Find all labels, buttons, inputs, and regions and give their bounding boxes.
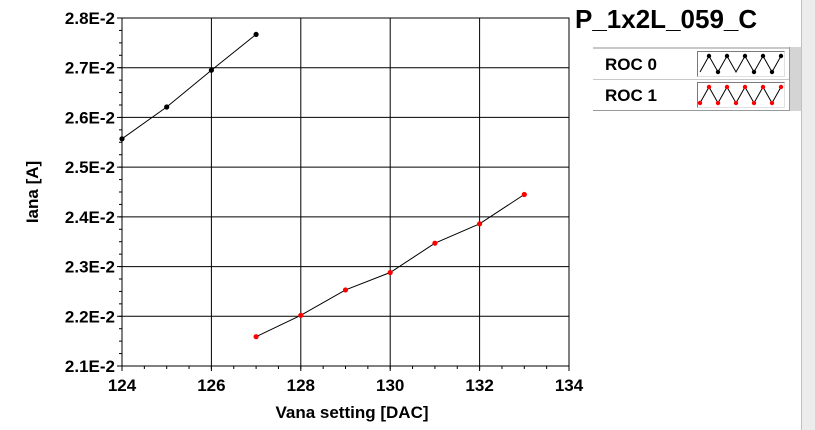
data-point-roc-1 — [298, 312, 304, 318]
legend-swatch-icon — [697, 82, 785, 108]
y-axis-label: Iana [A] — [23, 161, 42, 223]
data-point-roc-1 — [342, 287, 349, 293]
plot-legend: ROC 0 ROC 1 — [593, 47, 803, 111]
data-point-roc-0 — [253, 31, 259, 38]
legend-swatch-icon — [697, 51, 785, 77]
y-tick-label: 2.8E-2 — [65, 9, 115, 28]
legend-item-roc-0[interactable]: ROC 0 — [593, 49, 803, 79]
series-line-roc-0 — [121, 34, 257, 140]
grid-lines — [122, 18, 569, 366]
y-tick-label: 2.1E-2 — [65, 357, 115, 376]
legend-item-roc-1[interactable]: ROC 1 — [593, 80, 803, 110]
data-point-roc-0 — [208, 67, 214, 73]
y-tick-label: 2.5E-2 — [65, 158, 115, 177]
x-axis-label: Vana setting [DAC] — [275, 403, 428, 422]
plot-area — [121, 17, 570, 367]
data-point-roc-0 — [119, 136, 125, 142]
window-right-edge — [801, 0, 815, 430]
x-tick-label: 134 — [555, 376, 584, 395]
x-tick-label: 128 — [287, 376, 315, 395]
y-tick-label: 2.7E-2 — [65, 59, 115, 78]
x-tick-label: 132 — [465, 376, 493, 395]
y-tick-label: 2.3E-2 — [65, 258, 115, 277]
x-tick-label: 124 — [108, 376, 137, 395]
data-point-roc-1 — [477, 221, 483, 227]
x-tick-label: 126 — [197, 376, 225, 395]
plot-title: P_1x2L_059_C — [575, 4, 758, 34]
legend-label: ROC 0 — [605, 55, 657, 74]
y-tick-label: 2.2E-2 — [65, 307, 115, 326]
x-axis-ticks: 124 126 128 130 132 134 — [108, 366, 584, 395]
legend-scrollbar[interactable] — [789, 47, 801, 111]
y-tick-label: 2.4E-2 — [65, 208, 115, 227]
data-point-roc-0 — [164, 104, 170, 110]
data-point-roc-1 — [253, 334, 259, 340]
legend-label: ROC 1 — [605, 86, 657, 105]
data-point-roc-1 — [387, 269, 393, 276]
x-tick-label: 130 — [376, 376, 404, 395]
y-axis-ticks: 2.1E-2 2.2E-2 2.3E-2 2.4E-2 2.5E-2 2.6E-2 2.7E… — [65, 9, 122, 376]
data-point-roc-1 — [432, 240, 438, 246]
y-tick-label: 2.6E-2 — [65, 108, 115, 127]
series-layer — [119, 31, 527, 340]
data-point-roc-1 — [521, 191, 527, 198]
